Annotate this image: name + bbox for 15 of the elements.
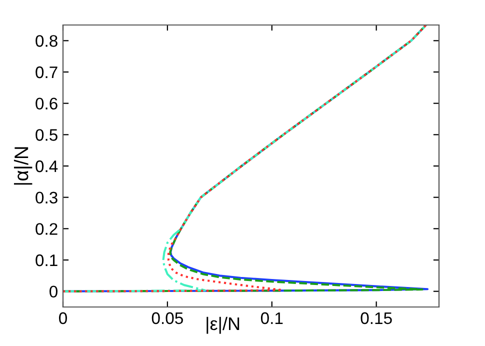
x-tick-label: 0 <box>59 312 67 324</box>
y-tick-label: 0.6 <box>36 98 58 110</box>
x-tick-label: 0.05 <box>152 312 183 324</box>
y-tick-label: 0.4 <box>36 160 58 172</box>
y-tick-label: 0.1 <box>36 254 58 266</box>
y-tick-label: 0.8 <box>36 35 58 47</box>
x-tick-label: 0.15 <box>360 312 392 324</box>
y-tick-label: 0 <box>50 286 58 298</box>
x-tick-label: 0.1 <box>260 312 283 324</box>
y-tick-label: 0.3 <box>36 192 58 204</box>
y-tick-label: 0.7 <box>36 66 58 78</box>
y-tick-label: 0.5 <box>36 129 58 141</box>
y-axis-title: |α|/N <box>14 147 32 185</box>
x-axis-title: |ε|/N <box>206 316 240 334</box>
y-tick-label: 0.2 <box>36 223 58 235</box>
